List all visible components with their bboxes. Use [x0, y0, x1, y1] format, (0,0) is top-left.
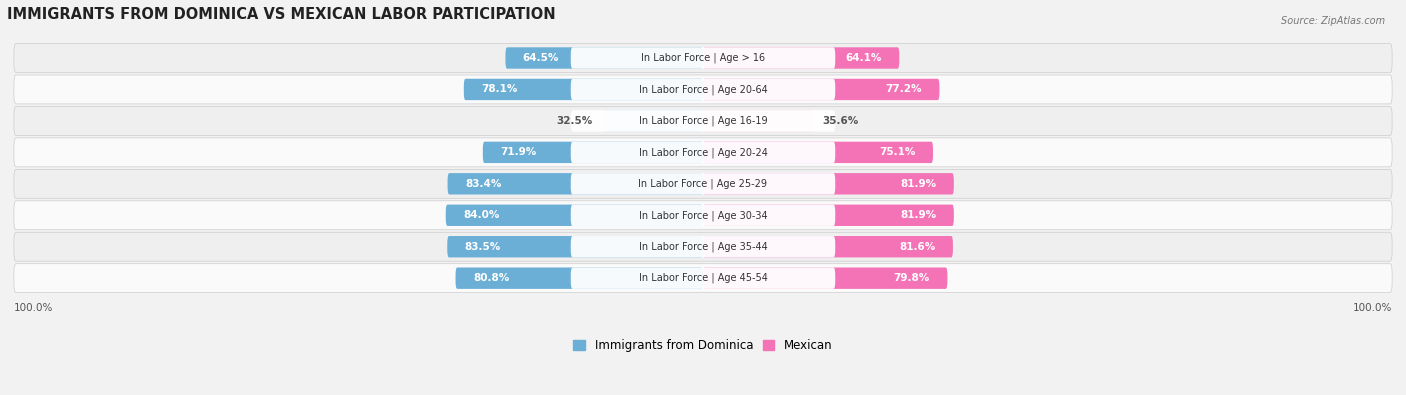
Legend: Immigrants from Dominica, Mexican: Immigrants from Dominica, Mexican	[569, 335, 837, 357]
Text: In Labor Force | Age 45-54: In Labor Force | Age 45-54	[638, 273, 768, 284]
FancyBboxPatch shape	[14, 75, 1392, 104]
FancyBboxPatch shape	[14, 232, 1392, 261]
Text: IMMIGRANTS FROM DOMINICA VS MEXICAN LABOR PARTICIPATION: IMMIGRANTS FROM DOMINICA VS MEXICAN LABO…	[7, 7, 555, 22]
FancyBboxPatch shape	[571, 79, 835, 100]
Text: 64.1%: 64.1%	[845, 53, 882, 63]
FancyBboxPatch shape	[464, 79, 703, 100]
FancyBboxPatch shape	[14, 169, 1392, 198]
Text: 81.6%: 81.6%	[900, 242, 935, 252]
Text: 83.4%: 83.4%	[465, 179, 502, 189]
FancyBboxPatch shape	[506, 47, 703, 69]
FancyBboxPatch shape	[14, 264, 1392, 293]
FancyBboxPatch shape	[703, 236, 953, 258]
FancyBboxPatch shape	[703, 205, 953, 226]
FancyBboxPatch shape	[571, 110, 835, 132]
Text: 79.8%: 79.8%	[894, 273, 929, 283]
FancyBboxPatch shape	[571, 47, 835, 69]
FancyBboxPatch shape	[14, 106, 1392, 135]
FancyBboxPatch shape	[447, 173, 703, 194]
Text: 84.0%: 84.0%	[463, 210, 499, 220]
FancyBboxPatch shape	[703, 79, 939, 100]
Text: In Labor Force | Age 30-34: In Labor Force | Age 30-34	[638, 210, 768, 220]
FancyBboxPatch shape	[571, 236, 835, 258]
Text: 100.0%: 100.0%	[1353, 303, 1392, 313]
Text: In Labor Force | Age 25-29: In Labor Force | Age 25-29	[638, 179, 768, 189]
Text: 32.5%: 32.5%	[557, 116, 593, 126]
FancyBboxPatch shape	[571, 173, 835, 194]
Text: 77.2%: 77.2%	[886, 85, 922, 94]
FancyBboxPatch shape	[703, 142, 934, 163]
Text: In Labor Force | Age 20-24: In Labor Force | Age 20-24	[638, 147, 768, 158]
Text: 100.0%: 100.0%	[14, 303, 53, 313]
Text: 78.1%: 78.1%	[481, 85, 517, 94]
FancyBboxPatch shape	[482, 142, 703, 163]
FancyBboxPatch shape	[571, 267, 835, 289]
FancyBboxPatch shape	[703, 267, 948, 289]
Text: In Labor Force | Age > 16: In Labor Force | Age > 16	[641, 53, 765, 63]
FancyBboxPatch shape	[14, 138, 1392, 167]
Text: In Labor Force | Age 35-44: In Labor Force | Age 35-44	[638, 241, 768, 252]
Text: In Labor Force | Age 16-19: In Labor Force | Age 16-19	[638, 116, 768, 126]
FancyBboxPatch shape	[703, 47, 900, 69]
Text: 81.9%: 81.9%	[900, 210, 936, 220]
Text: 81.9%: 81.9%	[900, 179, 936, 189]
Text: In Labor Force | Age 20-64: In Labor Force | Age 20-64	[638, 84, 768, 95]
FancyBboxPatch shape	[447, 236, 703, 258]
FancyBboxPatch shape	[446, 205, 703, 226]
FancyBboxPatch shape	[14, 201, 1392, 230]
Text: Source: ZipAtlas.com: Source: ZipAtlas.com	[1281, 16, 1385, 26]
FancyBboxPatch shape	[14, 43, 1392, 72]
Text: 75.1%: 75.1%	[879, 147, 915, 157]
Text: 83.5%: 83.5%	[464, 242, 501, 252]
FancyBboxPatch shape	[571, 142, 835, 163]
Text: 35.6%: 35.6%	[823, 116, 859, 126]
FancyBboxPatch shape	[571, 205, 835, 226]
FancyBboxPatch shape	[703, 173, 953, 194]
FancyBboxPatch shape	[703, 110, 813, 132]
FancyBboxPatch shape	[456, 267, 703, 289]
Text: 71.9%: 71.9%	[501, 147, 537, 157]
Text: 80.8%: 80.8%	[472, 273, 509, 283]
FancyBboxPatch shape	[603, 110, 703, 132]
Text: 64.5%: 64.5%	[523, 53, 560, 63]
